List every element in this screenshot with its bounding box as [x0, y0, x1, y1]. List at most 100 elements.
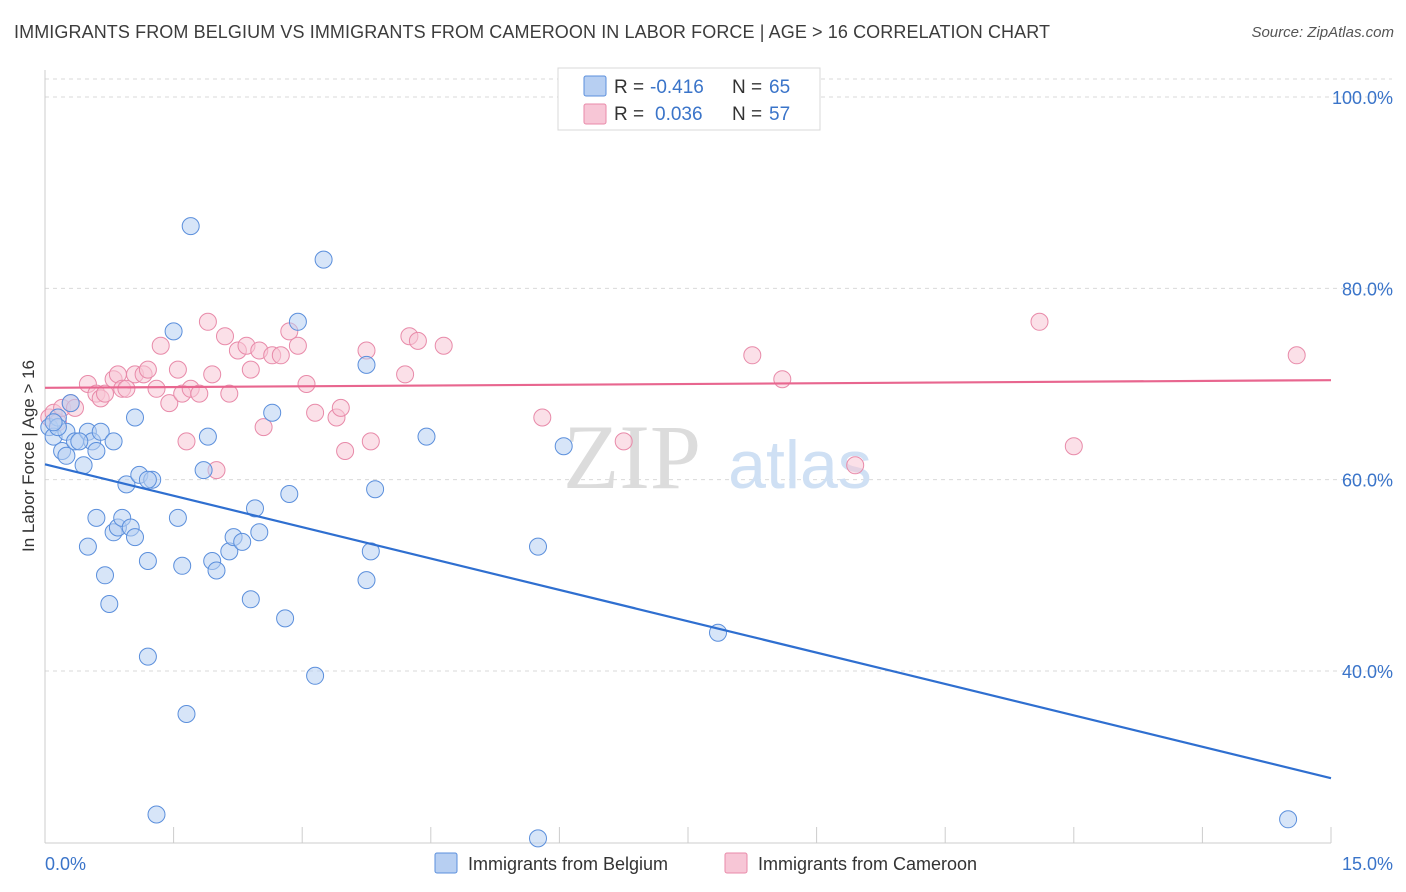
belgium-point: [78, 537, 97, 556]
cameroon-point: [177, 432, 196, 451]
chart-title: IMMIGRANTS FROM BELGIUM VS IMMIGRANTS FR…: [14, 22, 1051, 42]
cameroon-point: [160, 394, 179, 413]
top-legend: R = -0.416 N = 65 R = 0.036 N = 57: [557, 67, 821, 131]
y-tick-label: 80.0%: [1342, 279, 1393, 299]
belgium-point: [357, 355, 376, 374]
bottom-legend-belgium-label: Immigrants from Belgium: [468, 854, 668, 874]
belgium-point: [288, 312, 307, 331]
cameroon-point: [117, 379, 136, 398]
belgium-point: [529, 537, 547, 556]
belgium-point: [147, 805, 166, 824]
legend-cameroon-swatch: [583, 103, 607, 125]
belgium-point: [96, 566, 114, 585]
bottom-legend-cameroon-label: Immigrants from Cameroon: [758, 854, 977, 874]
belgium-point: [164, 322, 183, 341]
legend-cameroon-n-value: 57: [769, 104, 790, 125]
belgium-point: [91, 422, 110, 441]
belgium-point: [1279, 810, 1298, 829]
cameroon-point: [138, 360, 157, 379]
belgium-point: [181, 217, 200, 236]
cameroon-trend-line: [44, 379, 1332, 389]
cameroon-point: [743, 346, 762, 365]
legend-belgium-n-value: 65: [769, 77, 790, 98]
belgium-point: [168, 508, 187, 527]
bottom-legend: Immigrants from Belgium Immigrants from …: [434, 852, 977, 874]
cameroon-point: [306, 403, 325, 422]
cameroon-point: [846, 456, 865, 475]
cameroon-point: [271, 346, 290, 365]
legend-belgium-r-label: R =: [614, 77, 644, 98]
bottom-legend-cameroon-swatch: [724, 852, 748, 874]
cameroon-point: [241, 360, 260, 379]
cameroon-point: [1287, 346, 1306, 365]
belgium-point: [306, 666, 325, 685]
cameroon-point: [533, 408, 552, 427]
bottom-legend-belgium-swatch: [434, 852, 458, 874]
cameroon-point: [1030, 312, 1049, 331]
cameroon-point: [297, 375, 316, 393]
belgium-point: [250, 523, 269, 542]
belgium-point: [276, 609, 295, 628]
belgium-point: [100, 595, 119, 613]
cameroon-point: [254, 418, 273, 437]
cameroon-point: [203, 365, 222, 384]
x-tick-labels: 0.0% 15.0%: [45, 854, 1393, 874]
cameroon-point: [151, 336, 170, 355]
cameroon-point: [168, 360, 187, 379]
y-tick-label: 100.0%: [1332, 88, 1393, 108]
cameroon-point: [331, 398, 350, 417]
belgium-point: [126, 528, 144, 547]
belgium-point: [280, 485, 299, 503]
series-belgium-points: [40, 217, 1298, 848]
legend-belgium-swatch: [583, 75, 607, 97]
belgium-point: [529, 829, 547, 848]
belgium-point: [207, 561, 226, 580]
belgium-point: [357, 571, 376, 590]
cameroon-point: [434, 336, 453, 355]
watermark: ZIP atlas: [563, 406, 872, 508]
belgium-point: [44, 413, 63, 432]
belgium-point: [138, 470, 157, 489]
belgium-point: [366, 480, 385, 499]
belgium-point: [126, 408, 144, 427]
cameroon-point: [147, 379, 166, 398]
belgium-point: [104, 432, 123, 451]
legend-cameroon-r-value: 0.036: [655, 104, 703, 125]
belgium-point: [87, 442, 106, 460]
chart-source: Source: ZipAtlas.com: [1251, 24, 1394, 41]
cameroon-point: [773, 370, 792, 389]
belgium-point: [198, 427, 217, 446]
axes: [44, 70, 1332, 844]
watermark-zip: ZIP: [563, 406, 701, 508]
y-tick-labels: 40.0% 60.0% 80.0% 100.0%: [1332, 88, 1393, 682]
belgium-point: [417, 427, 436, 446]
y-axis-label: In Labor Force | Age > 16: [19, 360, 38, 552]
belgium-point: [263, 403, 282, 422]
legend-cameroon-n-label: N =: [732, 104, 762, 125]
x-tick-label: 15.0%: [1342, 854, 1393, 874]
cameroon-point: [190, 384, 209, 403]
y-tick-label: 60.0%: [1342, 471, 1393, 491]
legend-cameroon-r-label: R =: [614, 104, 644, 125]
cameroon-point: [216, 327, 234, 346]
cameroon-point: [96, 384, 114, 403]
belgium-point: [233, 532, 252, 551]
belgium-trend-line: [44, 463, 1332, 780]
y-tick-label: 40.0%: [1342, 662, 1393, 682]
belgium-point: [57, 446, 76, 465]
belgium-point: [314, 250, 333, 269]
belgium-point: [87, 508, 106, 527]
legend-belgium-n-label: N =: [732, 77, 762, 98]
cameroon-point: [288, 336, 307, 355]
belgium-point: [138, 647, 157, 666]
cameroon-point: [361, 432, 380, 451]
cameroon-point: [220, 384, 239, 403]
belgium-point: [138, 552, 157, 570]
belgium-point: [70, 432, 89, 451]
belgium-point: [241, 590, 260, 609]
cameroon-point: [396, 365, 415, 384]
belgium-point: [173, 556, 192, 575]
belgium-point: [554, 437, 573, 456]
legend-belgium-r-value: -0.416: [650, 77, 704, 98]
